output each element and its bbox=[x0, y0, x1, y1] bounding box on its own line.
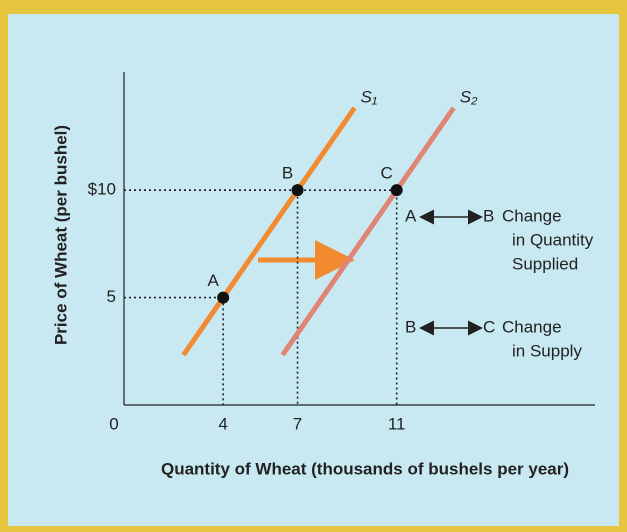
point bbox=[291, 184, 304, 197]
guide-line bbox=[124, 296, 224, 405]
annotation-to: B bbox=[483, 206, 494, 225]
point-label: A bbox=[207, 271, 219, 290]
series-label: S₁ bbox=[361, 87, 378, 106]
supply-line bbox=[280, 106, 456, 357]
guide-line bbox=[124, 189, 398, 405]
y-tick-label: $10 bbox=[88, 180, 116, 199]
annotation-text: in Quantity bbox=[512, 230, 594, 249]
annotation-text: Supplied bbox=[512, 254, 578, 273]
supply-line bbox=[181, 106, 357, 357]
annotation-to: C bbox=[483, 317, 495, 336]
point-label: C bbox=[381, 164, 393, 183]
annotation-from: B bbox=[405, 317, 416, 336]
x-tick-label: 4 bbox=[218, 414, 227, 433]
background bbox=[8, 14, 619, 526]
annotation-text: Change bbox=[502, 317, 562, 336]
y-axis-label: Price of Wheat (per bushel) bbox=[51, 125, 70, 345]
x-tick-label: 11 bbox=[388, 414, 406, 433]
annotation-text: Change bbox=[502, 206, 562, 225]
x-axis-label: Quantity of Wheat (thousands of bushels … bbox=[161, 459, 569, 478]
point-label: B bbox=[282, 164, 293, 183]
x-tick-label: 7 bbox=[293, 414, 302, 433]
point bbox=[217, 291, 230, 304]
annotation-from: A bbox=[405, 206, 417, 225]
y-tick-label: 5 bbox=[107, 287, 116, 306]
annotation-text: in Supply bbox=[512, 341, 582, 360]
series-label: S₂ bbox=[460, 87, 478, 106]
x-tick-label: 0 bbox=[109, 414, 118, 433]
point bbox=[390, 184, 403, 197]
